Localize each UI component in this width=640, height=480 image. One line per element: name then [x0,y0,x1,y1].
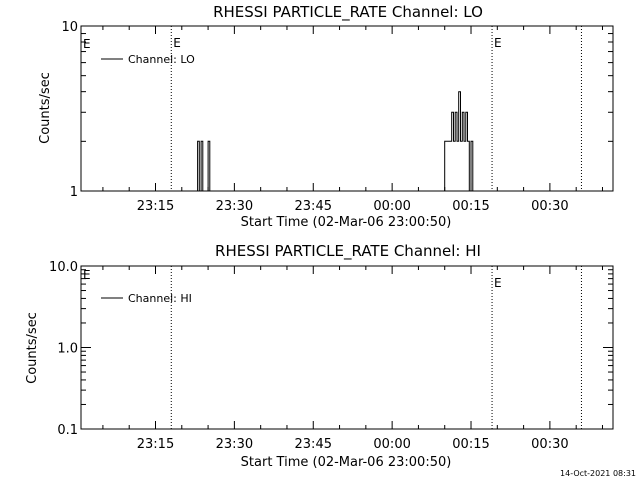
legend-label-hi: Channel: HI [128,292,192,305]
legend-label-lo: Channel: LO [128,53,195,66]
panel-hi: RHESSI PARTICLE_RATE Channel: HI E 23:15… [25,242,614,470]
data-layer-lo [195,91,474,192]
event-label-lo: E [173,36,181,50]
event-label-hi: E [494,276,502,290]
left-marker-lo: E [83,37,91,51]
x-axis-label-lo: Start Time (02-Mar-06 23:00:50) [241,215,452,230]
axis-ticks-lo: 23:15 23:30 23:45 00:00 00:15 00:30 1 10 [61,20,613,214]
x-tick-label-lo: 23:30 [216,199,253,214]
timestamp-label: 14-Oct-2021 08:31 [560,469,636,478]
y-tick-label-hi: 0.1 [57,423,78,438]
plot-frame-hi [80,265,614,430]
x-tick-label-lo: 23:15 [137,199,174,214]
chart-title-lo: RHESSI PARTICLE_RATE Channel: LO [213,3,483,22]
x-tick-label-hi: 00:30 [531,437,568,452]
x-tick-label-hi: 23:15 [137,437,174,452]
x-tick-label-lo: 00:00 [373,199,410,214]
event-label-lo: E [494,36,502,50]
y-tick-label-lo: 10 [61,20,78,35]
legend-hi: Channel: HI [101,292,192,305]
event-lines-hi: E [170,266,582,429]
y-axis-label-lo: Counts/sec [38,72,53,144]
x-tick-label-hi: 23:30 [216,437,253,452]
series-line-lo [195,91,474,192]
axis-ticks-hi: 23:15 23:30 23:45 00:00 00:15 00:30 0.1 1.0 10.0 [49,260,613,452]
x-tick-label-lo: 00:30 [531,199,568,214]
x-tick-label-hi: 23:45 [295,437,332,452]
chart-title-hi: RHESSI PARTICLE_RATE Channel: HI [215,242,481,261]
x-tick-label-hi: 00:15 [452,437,489,452]
x-tick-label-lo: 23:45 [295,199,332,214]
x-tick-label-hi: 00:00 [373,437,410,452]
plot-frame-lo [80,25,614,192]
y-axis-label-hi: Counts/sec [25,312,40,384]
x-tick-label-lo: 00:15 [452,199,489,214]
y-tick-label-hi: 10.0 [49,260,78,275]
y-tick-label-hi: 1.0 [57,342,78,357]
y-tick-label-lo: 1 [70,185,78,200]
legend-lo: Channel: LO [101,53,195,66]
left-marker-hi: E [83,268,91,282]
x-axis-label-hi: Start Time (02-Mar-06 23:00:50) [241,455,452,470]
